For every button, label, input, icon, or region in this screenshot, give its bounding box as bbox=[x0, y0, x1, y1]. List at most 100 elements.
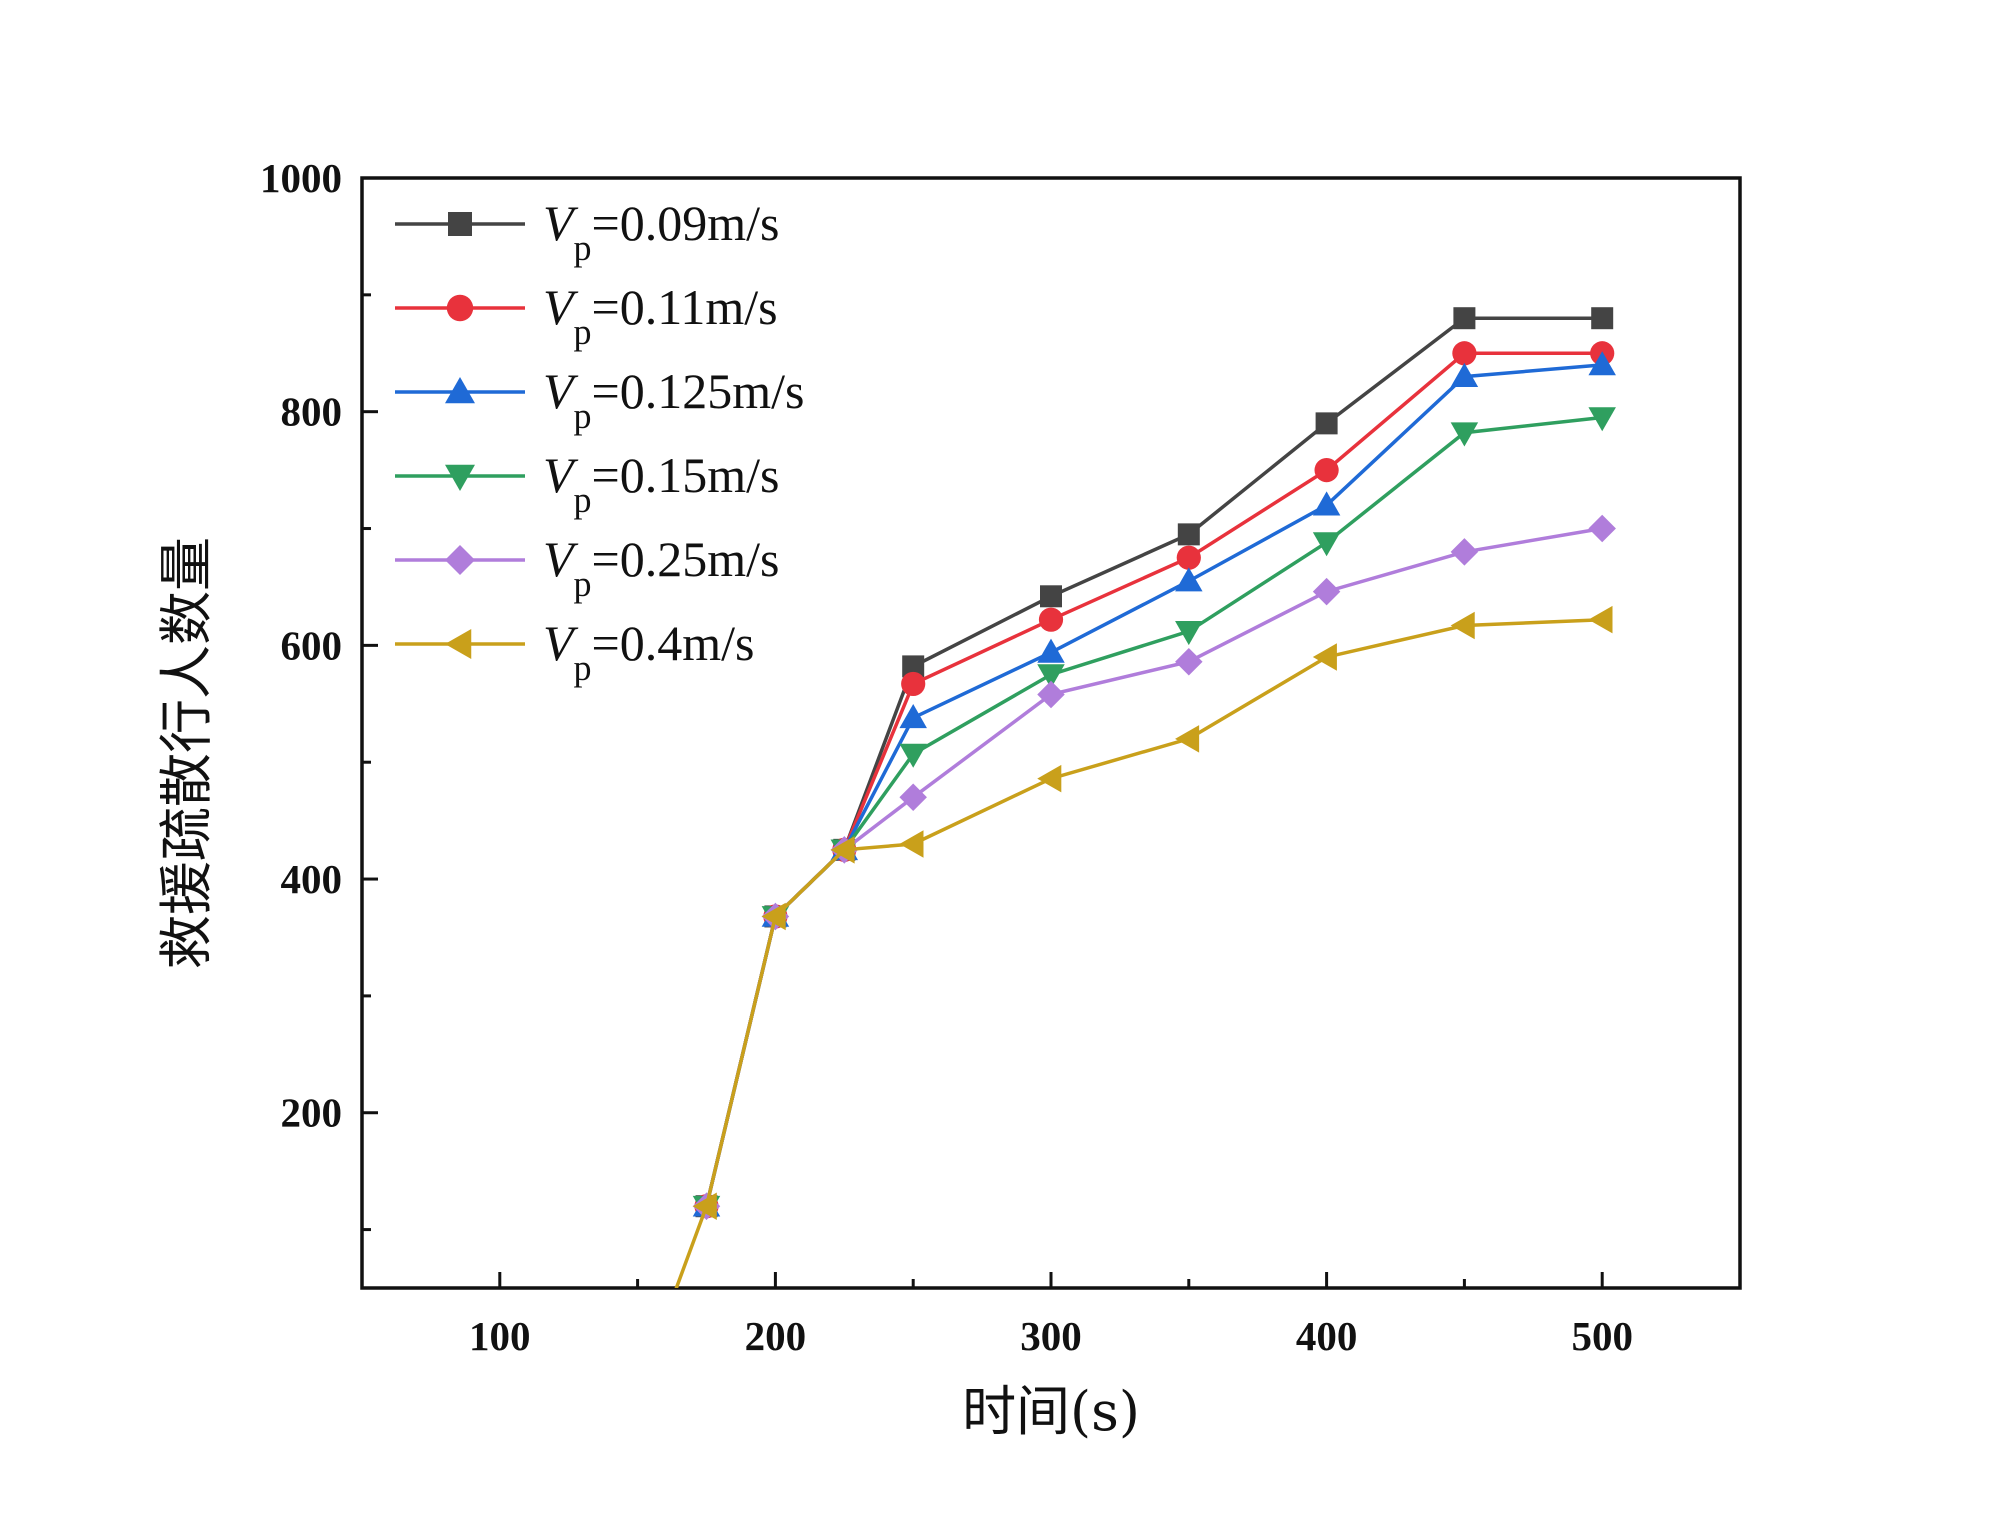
data-point bbox=[901, 671, 926, 697]
legend-label: Vp=0.25m/s bbox=[543, 531, 780, 604]
series-0 bbox=[695, 307, 1614, 1218]
data-point bbox=[1588, 407, 1616, 432]
data-point bbox=[902, 655, 925, 678]
data-point bbox=[1312, 577, 1341, 606]
y-tick-label: 200 bbox=[281, 1090, 343, 1136]
data-point bbox=[1037, 664, 1065, 689]
legend: Vp=0.09m/sVp=0.11m/sVp=0.125m/sVp=0.15m/… bbox=[395, 195, 805, 688]
data-point bbox=[1591, 307, 1614, 330]
legend-value: =0.09m/s bbox=[592, 195, 780, 251]
legend-item: Vp=0.25m/s bbox=[395, 531, 780, 604]
legend-value: =0.11m/s bbox=[592, 279, 778, 335]
data-point bbox=[1038, 607, 1064, 632]
data-point bbox=[899, 743, 927, 768]
data-point bbox=[1450, 611, 1475, 640]
y-tick-label: 800 bbox=[281, 389, 343, 435]
legend-marker bbox=[445, 464, 475, 491]
legend-label: Vp=0.4m/s bbox=[543, 615, 755, 688]
data-point bbox=[1040, 585, 1062, 608]
legend-marker bbox=[446, 294, 474, 322]
data-point bbox=[830, 836, 855, 864]
legend-item: Vp=0.15m/s bbox=[395, 447, 780, 520]
legend-label: Vp=0.11m/s bbox=[543, 279, 778, 352]
legend-item: Vp=0.125m/s bbox=[395, 363, 805, 436]
legend-var: V bbox=[543, 279, 579, 335]
data-point bbox=[1314, 458, 1339, 483]
series-line bbox=[704, 363, 1603, 1207]
data-point bbox=[1315, 412, 1338, 435]
legend-sub: p bbox=[574, 564, 592, 604]
legend-label: Vp=0.09m/s bbox=[543, 195, 780, 268]
x-tick-label: 300 bbox=[1020, 1313, 1082, 1359]
legend-value: =0.4m/s bbox=[592, 615, 755, 671]
data-point bbox=[1312, 532, 1341, 557]
legend-value: =0.125m/s bbox=[592, 363, 805, 419]
series-line bbox=[704, 351, 1603, 1207]
data-point bbox=[1588, 351, 1616, 376]
data-point bbox=[1450, 538, 1479, 566]
series-line bbox=[704, 316, 1603, 1207]
data-point bbox=[1588, 514, 1616, 543]
legend-label: Vp=0.125m/s bbox=[543, 363, 805, 436]
data-point bbox=[1450, 422, 1479, 447]
legend-var: V bbox=[543, 531, 579, 587]
legend-sub: p bbox=[574, 396, 592, 436]
data-point bbox=[1177, 523, 1200, 546]
y-tick-label: 600 bbox=[281, 622, 343, 668]
data-point bbox=[1175, 621, 1203, 646]
series-1 bbox=[694, 341, 1615, 1219]
data-point bbox=[761, 902, 786, 931]
data-point bbox=[1588, 605, 1613, 634]
plot-frame bbox=[360, 176, 1742, 1290]
x-tick-label: 100 bbox=[469, 1313, 531, 1359]
legend-item: Vp=0.4m/s bbox=[395, 615, 755, 688]
data-point bbox=[1312, 643, 1337, 671]
data-point bbox=[1037, 764, 1062, 793]
legend-sub: p bbox=[574, 648, 592, 688]
series-5 bbox=[674, 605, 1613, 1288]
data-point bbox=[1453, 307, 1476, 330]
data-point bbox=[1312, 491, 1341, 516]
x-tick-label: 500 bbox=[1571, 1313, 1633, 1359]
data-point bbox=[1175, 725, 1200, 753]
y-tick-label: 1000 bbox=[260, 155, 342, 201]
legend-sub: p bbox=[574, 228, 592, 268]
legend-var: V bbox=[543, 615, 579, 671]
legend-marker bbox=[445, 629, 472, 659]
data-point bbox=[899, 783, 927, 812]
series-3 bbox=[692, 407, 1616, 1220]
x-tick-label: 200 bbox=[745, 1313, 807, 1359]
legend-sub: p bbox=[574, 312, 592, 352]
legend-item: Vp=0.09m/s bbox=[395, 195, 780, 268]
data-point bbox=[1176, 545, 1201, 570]
legend-item: Vp=0.11m/s bbox=[395, 279, 778, 352]
data-point bbox=[1175, 567, 1203, 592]
legend-value: =0.25m/s bbox=[592, 531, 780, 587]
legend-marker bbox=[445, 377, 475, 404]
series-line bbox=[674, 617, 1603, 1288]
data-point bbox=[899, 704, 927, 729]
y-tick-label: 400 bbox=[281, 856, 343, 902]
series-line bbox=[704, 415, 1603, 1207]
data-point bbox=[1037, 680, 1065, 709]
legend-var: V bbox=[543, 447, 579, 503]
data-point bbox=[692, 1192, 717, 1220]
data-point bbox=[1452, 341, 1477, 366]
series-2 bbox=[692, 351, 1616, 1217]
x-tick-label: 400 bbox=[1296, 1313, 1358, 1359]
series-4 bbox=[692, 514, 1616, 1220]
legend-sub: p bbox=[574, 480, 592, 520]
legend-label: Vp=0.15m/s bbox=[543, 447, 780, 520]
legend-marker bbox=[445, 545, 475, 575]
legend-marker bbox=[448, 212, 472, 236]
legend-var: V bbox=[543, 195, 579, 251]
legend-value: =0.15m/s bbox=[592, 447, 780, 503]
data-point bbox=[1037, 638, 1065, 663]
data-point bbox=[1175, 647, 1203, 676]
y-axis-title: 救援疏散行人数量 bbox=[155, 537, 218, 969]
x-axis-title: 时间(s) bbox=[962, 1380, 1140, 1443]
data-point bbox=[1450, 362, 1479, 387]
legend-var: V bbox=[543, 363, 579, 419]
